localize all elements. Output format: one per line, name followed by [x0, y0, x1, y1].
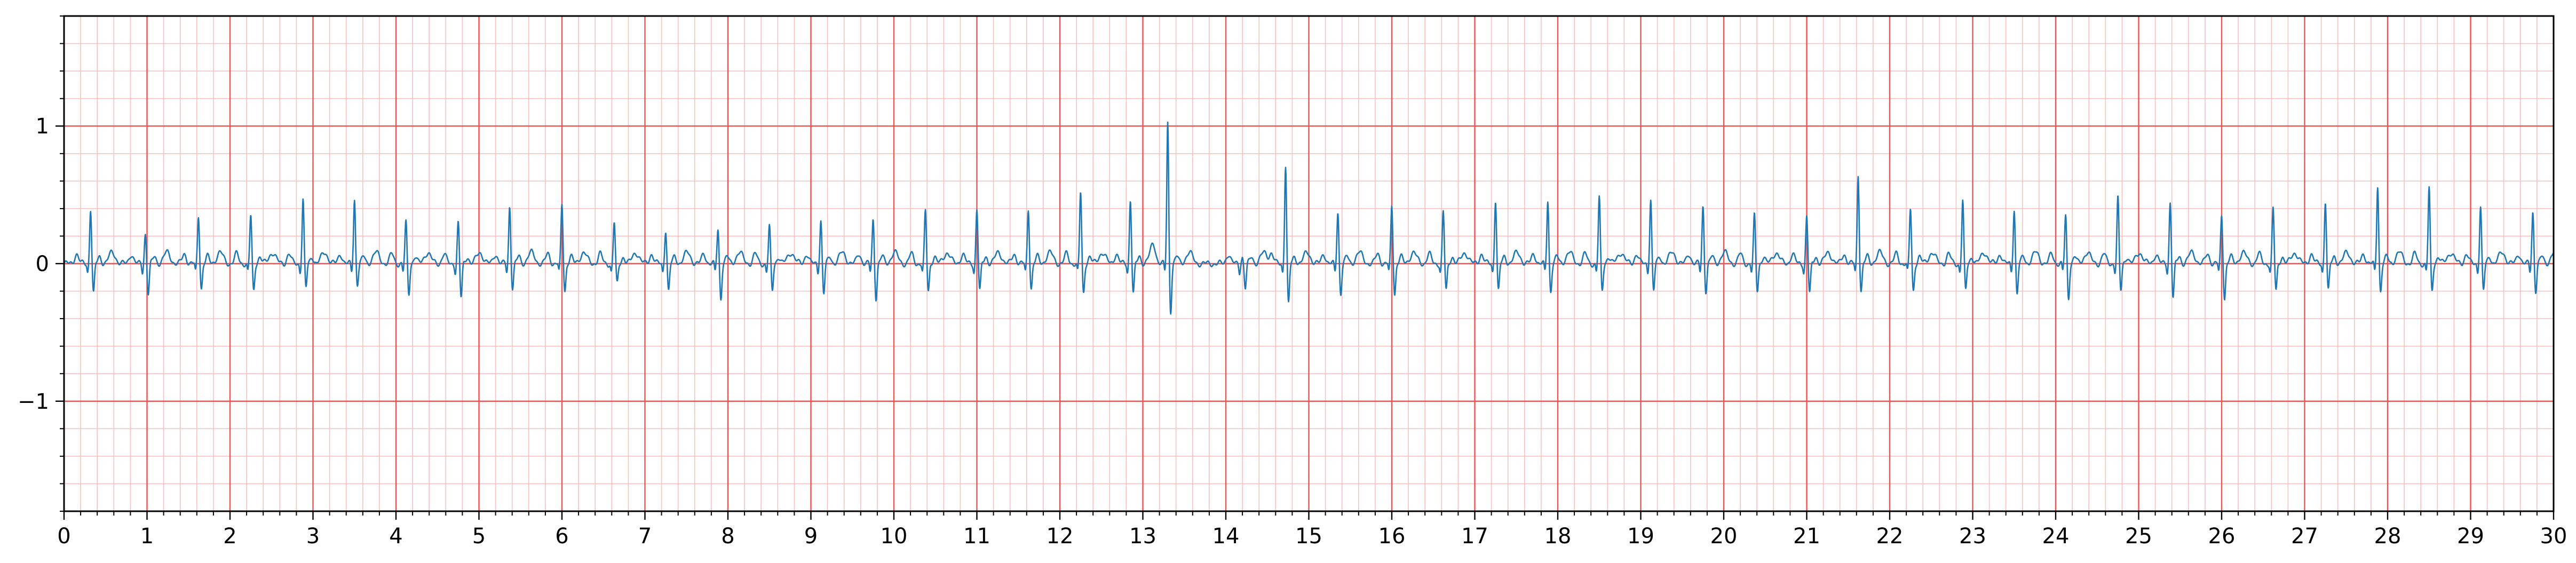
x-tick-label: 23: [1959, 524, 1986, 549]
x-tick-label: 8: [721, 524, 734, 549]
x-tick-label: 0: [57, 524, 70, 549]
x-tick-label: 29: [2457, 524, 2484, 549]
x-tick-label: 1: [140, 524, 154, 549]
x-tick-label: 7: [638, 524, 652, 549]
x-tick-label: 26: [2208, 524, 2236, 549]
x-tick-label: 5: [472, 524, 486, 549]
x-tick-label: 11: [963, 524, 990, 549]
x-tick-label: 25: [2125, 524, 2152, 549]
y-tick-label: −1: [18, 390, 49, 414]
x-tick-label: 13: [1129, 524, 1156, 549]
x-axis: 0 1 2 3 4 5 6 7 8 9 10 11 12 13 14 15 16 17 18 19 20 21 22 23 24…: [57, 511, 2567, 549]
x-tick-label: 14: [1212, 524, 1240, 549]
x-tick-label: 19: [1627, 524, 1654, 549]
x-tick-label: 20: [1710, 524, 1738, 549]
y-axis: 1 0 −1: [18, 15, 64, 512]
x-tick-label: 22: [1876, 524, 1904, 549]
y-tick-label: 1: [36, 114, 49, 139]
x-tick-label: 18: [1544, 524, 1572, 549]
x-tick-label: 17: [1461, 524, 1488, 549]
x-tick-label: 16: [1378, 524, 1406, 549]
grid-major-lines: [63, 16, 2555, 511]
x-tick-label: 10: [881, 524, 908, 549]
x-tick-label: 21: [1793, 524, 1820, 549]
x-tick-label: 15: [1295, 524, 1322, 549]
x-tick-label: 27: [2291, 524, 2318, 549]
x-tick-label: 30: [2540, 524, 2567, 549]
x-tick-label: 3: [306, 524, 320, 549]
x-tick-label: 2: [223, 524, 236, 549]
x-tick-label: 9: [804, 524, 818, 549]
x-tick-label: 12: [1047, 524, 1074, 549]
x-tick-label: 28: [2374, 524, 2401, 549]
x-tick-label: 6: [555, 524, 568, 549]
x-tick-label: 4: [389, 524, 402, 549]
y-tick-label: 0: [36, 252, 49, 276]
x-tick-label: 24: [2042, 524, 2070, 549]
series-line-ecg: [63, 121, 2555, 315]
